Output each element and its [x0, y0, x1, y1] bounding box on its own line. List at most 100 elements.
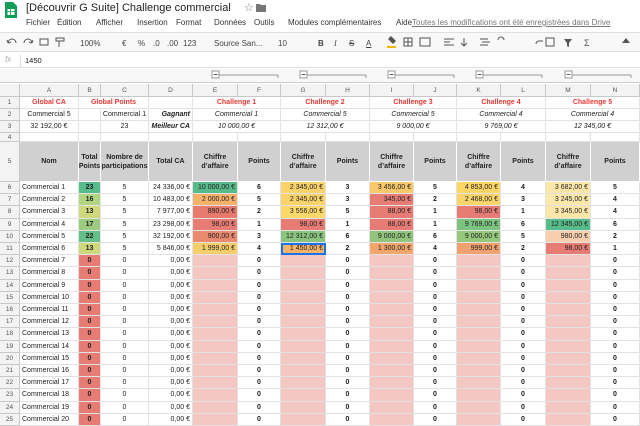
cell[interactable]: Commercial 1	[193, 109, 281, 121]
cell[interactable]: 88,00 €	[370, 218, 414, 231]
number-format[interactable]: 123	[183, 39, 197, 48]
cell[interactable]	[546, 365, 591, 378]
cell[interactable]: 0	[101, 267, 149, 280]
cell[interactable]	[370, 365, 414, 378]
cell[interactable]: 0	[414, 340, 457, 353]
column-title[interactable]: Nom	[20, 142, 79, 182]
cell[interactable]: 4	[238, 243, 281, 256]
cell[interactable]: 9 000,00 €	[370, 121, 457, 133]
cell[interactable]	[281, 304, 326, 317]
menu-item[interactable]: Édition	[57, 18, 82, 27]
cell[interactable]: 0	[238, 365, 281, 378]
cell[interactable]: 1	[238, 218, 281, 231]
cell[interactable]: Challenge 3	[370, 97, 457, 109]
cell[interactable]: Commercial 14	[20, 340, 79, 353]
row-header[interactable]: 13	[0, 267, 20, 280]
cell[interactable]	[193, 413, 238, 426]
cell[interactable]: 3 345,00 €	[546, 206, 591, 219]
cell[interactable]: 5	[591, 182, 640, 195]
cell[interactable]: 0	[326, 279, 370, 292]
cell[interactable]: 13	[79, 243, 101, 256]
cell[interactable]: 0	[79, 340, 101, 353]
column-title[interactable]: Chiffre d’affaire	[370, 142, 414, 182]
increase-decimals[interactable]: .00	[167, 39, 179, 48]
column-header[interactable]: J	[414, 84, 457, 97]
cell[interactable]: 0	[414, 267, 457, 280]
cell[interactable]: 0	[414, 389, 457, 402]
cell[interactable]: 2	[591, 230, 640, 243]
sheets-logo[interactable]	[5, 2, 17, 18]
cell[interactable]: 23	[79, 182, 101, 195]
cell[interactable]: 3	[326, 182, 370, 195]
column-title[interactable]: Points	[591, 142, 640, 182]
cell[interactable]: 0	[591, 401, 640, 414]
column-title[interactable]: Chiffre d’affaire	[546, 142, 591, 182]
cell[interactable]: 0	[414, 255, 457, 268]
cell[interactable]	[457, 389, 501, 402]
cell[interactable]	[149, 97, 193, 109]
cell[interactable]: Commercial 5	[370, 109, 457, 121]
cell[interactable]: 0,00 €	[149, 413, 193, 426]
cell[interactable]	[457, 304, 501, 317]
cell[interactable]: 0	[238, 413, 281, 426]
cell[interactable]	[79, 109, 101, 121]
cell[interactable]: 0	[501, 352, 546, 365]
cell[interactable]	[193, 316, 238, 329]
cell[interactable]: 23 298,00 €	[149, 218, 193, 231]
cell[interactable]	[281, 316, 326, 329]
cell[interactable]	[546, 255, 591, 268]
cell[interactable]: 0	[238, 340, 281, 353]
cell[interactable]: 10 483,00 €	[149, 194, 193, 207]
cell[interactable]: Commercial 18	[20, 389, 79, 402]
cell[interactable]: Challenge 1	[193, 97, 281, 109]
menu-item[interactable]: Format	[176, 18, 202, 27]
row-header[interactable]: 10	[0, 230, 20, 243]
cell[interactable]: Challenge 2	[281, 97, 370, 109]
cell[interactable]	[370, 316, 414, 329]
cell[interactable]	[457, 279, 501, 292]
cell[interactable]: 0	[591, 377, 640, 390]
cell[interactable]: 0	[238, 255, 281, 268]
toolbar-icons-left[interactable]	[6, 36, 72, 48]
cell[interactable]: 32 192,00 €	[20, 121, 79, 133]
formula-value[interactable]: 1450	[25, 56, 42, 65]
cell[interactable]: 4 853,00 €	[457, 182, 501, 195]
cell[interactable]: 5	[101, 206, 149, 219]
toolbar-icons-right[interactable]: Σ	[386, 36, 640, 48]
cell[interactable]	[101, 133, 149, 142]
cell[interactable]: 0	[101, 291, 149, 304]
text-color-button[interactable]: A	[366, 39, 372, 48]
menu-item[interactable]: Outils	[254, 18, 275, 27]
cell[interactable]: 3	[238, 230, 281, 243]
percent-format[interactable]: %	[138, 39, 146, 48]
cell[interactable]	[281, 413, 326, 426]
row-header[interactable]: 6	[0, 182, 20, 195]
cell[interactable]: 0	[238, 304, 281, 317]
cell[interactable]	[457, 133, 501, 142]
cell[interactable]: Commercial 4	[20, 218, 79, 231]
cell[interactable]: 0	[79, 267, 101, 280]
cell[interactable]: 0	[501, 413, 546, 426]
cell[interactable]: 5	[101, 218, 149, 231]
cell[interactable]: Commercial 9	[20, 279, 79, 292]
cell[interactable]: 0	[591, 304, 640, 317]
cell[interactable]	[457, 352, 501, 365]
cell[interactable]: 12 312,00 €	[281, 230, 326, 243]
cell[interactable]: 900,00 €	[193, 230, 238, 243]
cell[interactable]	[370, 133, 414, 142]
cell[interactable]: 0,00 €	[149, 304, 193, 317]
cell[interactable]: 0	[238, 328, 281, 341]
row-header[interactable]: 14	[0, 279, 20, 292]
column-title[interactable]: Points	[326, 142, 370, 182]
cell[interactable]	[546, 352, 591, 365]
cell[interactable]: 0	[414, 279, 457, 292]
cell[interactable]	[370, 389, 414, 402]
cell[interactable]	[281, 328, 326, 341]
cell[interactable]: 0	[79, 365, 101, 378]
row-header[interactable]: 4	[0, 133, 20, 142]
menu-item[interactable]: Insertion	[137, 18, 168, 27]
cell[interactable]: 4	[591, 206, 640, 219]
cell[interactable]: 1	[326, 218, 370, 231]
row-header[interactable]: 5	[0, 142, 20, 182]
column-header[interactable]: I	[370, 84, 414, 97]
